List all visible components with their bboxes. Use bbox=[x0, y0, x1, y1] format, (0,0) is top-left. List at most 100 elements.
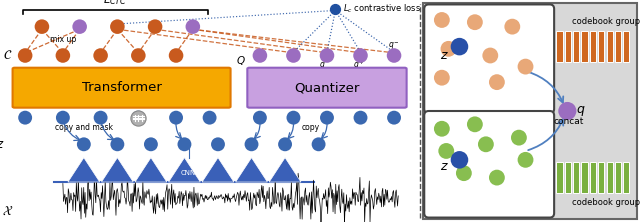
Text: $q^{-}$: $q^{-}$ bbox=[388, 40, 399, 52]
Bar bbox=[573, 162, 579, 193]
Point bbox=[389, 116, 399, 119]
Point bbox=[454, 45, 465, 48]
Bar bbox=[556, 162, 563, 193]
Text: $\mathcal{X}$: $\mathcal{X}$ bbox=[2, 204, 13, 217]
Polygon shape bbox=[68, 158, 100, 182]
Text: mix up: mix up bbox=[50, 35, 76, 44]
FancyBboxPatch shape bbox=[424, 4, 554, 113]
Bar bbox=[581, 31, 588, 62]
FancyBboxPatch shape bbox=[13, 68, 230, 108]
Point bbox=[355, 116, 365, 119]
Point bbox=[507, 25, 517, 28]
Text: copy: copy bbox=[301, 123, 319, 132]
Bar bbox=[564, 162, 571, 193]
Bar bbox=[590, 162, 596, 193]
Point bbox=[112, 25, 122, 28]
Bar bbox=[590, 31, 596, 62]
Text: $L_c$ contrastive loss: $L_c$ contrastive loss bbox=[343, 3, 421, 15]
FancyBboxPatch shape bbox=[424, 111, 554, 218]
Text: $z$: $z$ bbox=[440, 160, 449, 173]
Text: $q$: $q$ bbox=[576, 104, 586, 118]
Point bbox=[20, 54, 30, 57]
Point bbox=[188, 25, 198, 28]
Polygon shape bbox=[102, 158, 133, 182]
Bar bbox=[581, 162, 588, 193]
Bar bbox=[607, 31, 612, 62]
Text: copy and mask: copy and mask bbox=[55, 123, 113, 132]
Point bbox=[289, 54, 299, 57]
Text: Quantizer: Quantizer bbox=[294, 81, 360, 94]
Point bbox=[58, 116, 68, 119]
Text: $q^{+}$: $q^{+}$ bbox=[353, 58, 364, 72]
Point bbox=[436, 76, 447, 79]
Point bbox=[280, 143, 290, 146]
Text: concat: concat bbox=[553, 117, 584, 126]
Point bbox=[514, 136, 524, 139]
Point bbox=[95, 54, 106, 57]
Point bbox=[492, 176, 502, 179]
Text: $L_{CTC}$: $L_{CTC}$ bbox=[104, 0, 127, 7]
Point bbox=[289, 116, 299, 119]
Point bbox=[330, 7, 340, 11]
Text: CNN: CNN bbox=[181, 170, 196, 176]
Polygon shape bbox=[269, 158, 301, 182]
Bar bbox=[615, 162, 621, 193]
Point bbox=[255, 54, 265, 57]
Point bbox=[74, 25, 84, 28]
Point bbox=[441, 149, 451, 153]
Point bbox=[205, 116, 215, 119]
Text: $Q$: $Q$ bbox=[236, 54, 246, 67]
Text: $q^{=}$: $q^{=}$ bbox=[319, 59, 331, 72]
Point bbox=[355, 54, 365, 57]
Point bbox=[133, 116, 143, 119]
Point bbox=[459, 171, 469, 175]
Point bbox=[314, 143, 324, 146]
Point bbox=[520, 65, 531, 68]
Point bbox=[37, 25, 47, 28]
Bar bbox=[615, 31, 621, 62]
Text: codebook group 1: codebook group 1 bbox=[573, 17, 640, 26]
Bar bbox=[564, 31, 571, 62]
Bar bbox=[556, 31, 563, 62]
Point bbox=[79, 143, 89, 146]
Point bbox=[133, 116, 143, 119]
Point bbox=[322, 116, 332, 119]
Text: $z$: $z$ bbox=[440, 49, 449, 62]
Point bbox=[485, 54, 495, 57]
Point bbox=[171, 54, 181, 57]
Point bbox=[481, 143, 491, 146]
Point bbox=[492, 80, 502, 84]
Point bbox=[436, 127, 447, 131]
Point bbox=[255, 116, 265, 119]
Point bbox=[146, 143, 156, 146]
Point bbox=[179, 143, 189, 146]
Point bbox=[58, 54, 68, 57]
Text: Transformer: Transformer bbox=[82, 81, 161, 94]
Polygon shape bbox=[236, 158, 268, 182]
Point bbox=[112, 143, 122, 146]
Point bbox=[470, 20, 480, 24]
Polygon shape bbox=[135, 158, 167, 182]
Point bbox=[213, 143, 223, 146]
Bar bbox=[598, 162, 604, 193]
Polygon shape bbox=[168, 158, 200, 182]
Point bbox=[95, 116, 106, 119]
Bar bbox=[607, 162, 612, 193]
Point bbox=[436, 18, 447, 22]
Point bbox=[562, 109, 572, 113]
Point bbox=[133, 54, 143, 57]
Point bbox=[470, 123, 480, 126]
FancyBboxPatch shape bbox=[423, 3, 637, 219]
Point bbox=[246, 143, 257, 146]
Point bbox=[454, 158, 465, 162]
Text: $z$: $z$ bbox=[0, 138, 4, 151]
Point bbox=[444, 47, 454, 51]
Point bbox=[20, 116, 30, 119]
Point bbox=[322, 54, 332, 57]
Text: $\mathcal{C}$: $\mathcal{C}$ bbox=[3, 49, 12, 62]
Text: codebook group 2: codebook group 2 bbox=[573, 198, 640, 207]
Point bbox=[171, 116, 181, 119]
Polygon shape bbox=[202, 158, 234, 182]
Bar bbox=[573, 31, 579, 62]
Point bbox=[389, 54, 399, 57]
